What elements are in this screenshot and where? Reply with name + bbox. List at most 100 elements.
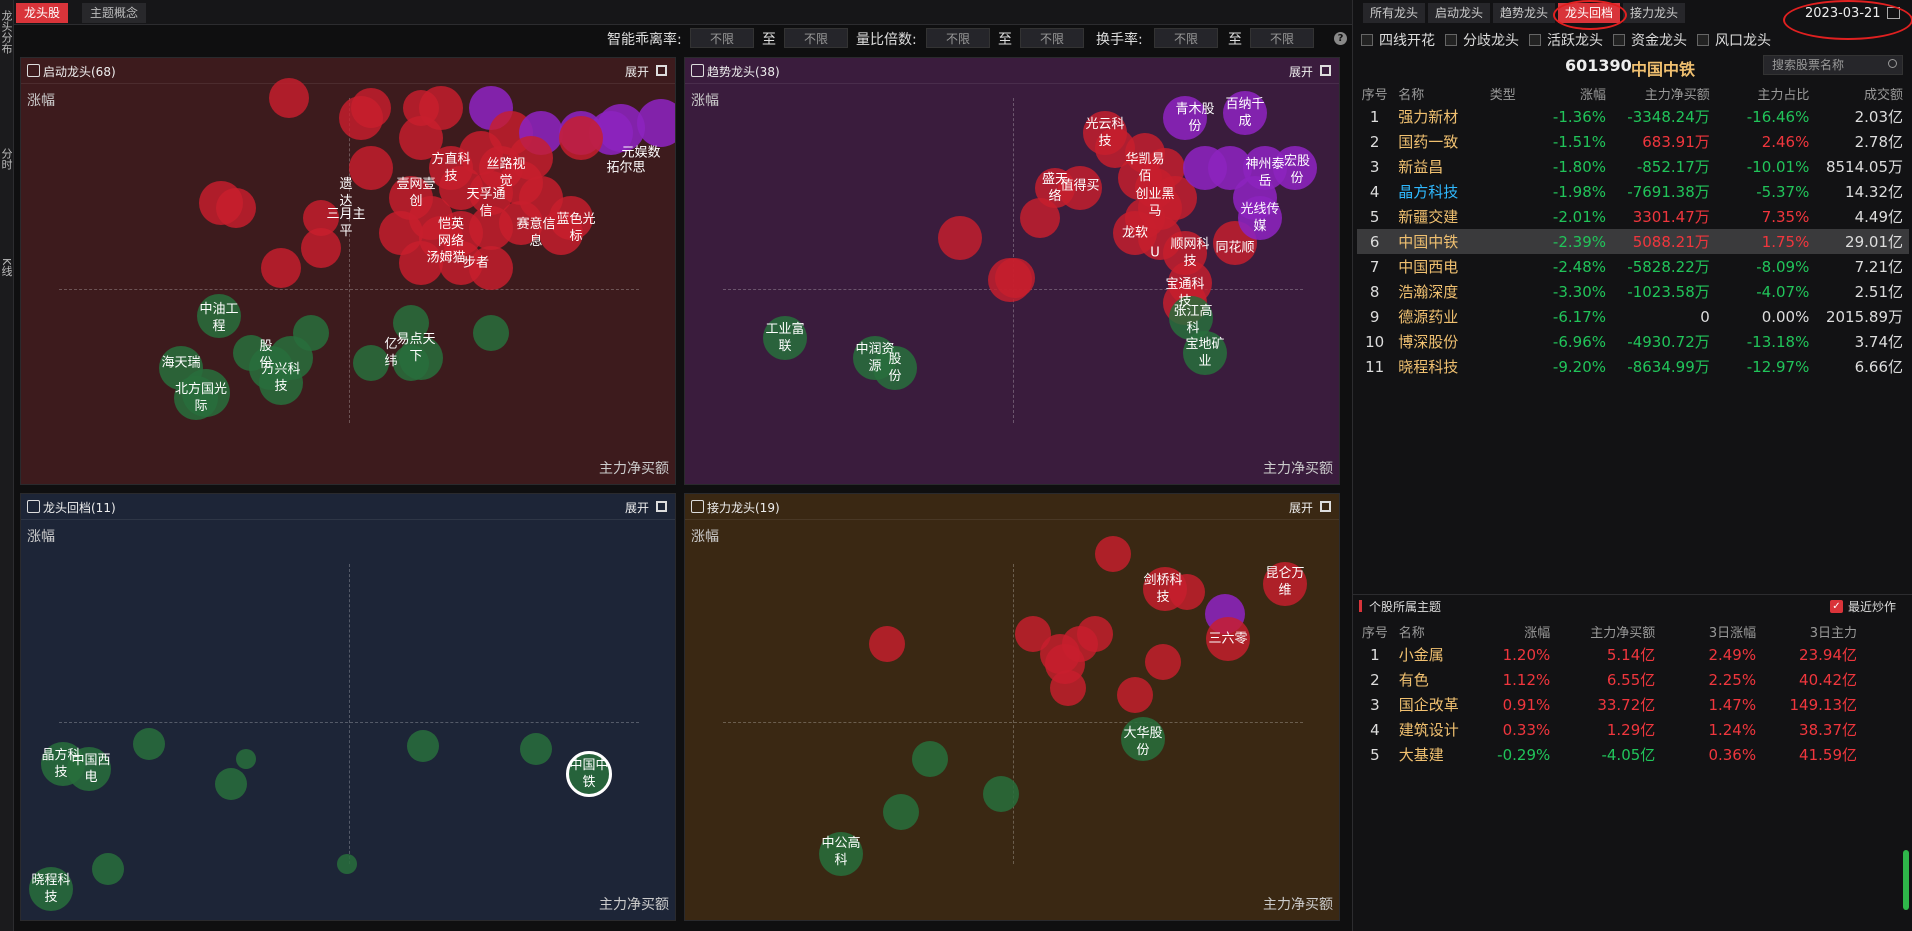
- fullscreen-icon[interactable]: [1320, 501, 1331, 512]
- stock-bubble[interactable]: [1238, 196, 1282, 240]
- stock-bubble[interactable]: [883, 794, 919, 830]
- checkbox-capital[interactable]: 资金龙头: [1613, 30, 1687, 50]
- stock-bubble[interactable]: [399, 336, 443, 380]
- check-icon[interactable]: ✓: [1830, 600, 1843, 613]
- stock-bubble[interactable]: [393, 305, 429, 341]
- stock-bubble[interactable]: [559, 116, 603, 160]
- checkbox-four-lines[interactable]: 四线开花: [1361, 30, 1435, 50]
- tab-all-dragons[interactable]: 所有龙头: [1363, 3, 1426, 23]
- stock-bubble[interactable]: [1183, 331, 1227, 375]
- stock-bubble[interactable]: [236, 749, 256, 769]
- stock-bubble[interactable]: [269, 78, 309, 118]
- stock-bubble[interactable]: [1095, 536, 1131, 572]
- stock-bubble[interactable]: [1169, 574, 1205, 610]
- tab-dragon-stocks[interactable]: 龙头股: [16, 3, 69, 23]
- stock-bubble[interactable]: [869, 626, 905, 662]
- table-row[interactable]: 5 新疆交建 -2.01% 3301.47万 7.35% 4.49亿: [1357, 204, 1909, 229]
- nav-kline[interactable]: K线: [0, 258, 13, 277]
- stock-bubble[interactable]: [29, 867, 73, 911]
- vol-ratio-from-input[interactable]: 不限: [926, 28, 990, 48]
- stock-bubble[interactable]: [1121, 717, 1165, 761]
- stock-bubble[interactable]: [351, 88, 391, 128]
- stock-bubble[interactable]: [337, 854, 357, 874]
- stock-bubble[interactable]: [983, 776, 1019, 812]
- table-row[interactable]: 11 晓程科技 -9.20% -8634.99万 -12.97% 6.66亿: [1357, 354, 1909, 379]
- stock-bubble[interactable]: [995, 258, 1035, 298]
- expand-button[interactable]: 展开: [624, 501, 649, 515]
- stock-bubble[interactable]: [469, 246, 513, 290]
- fullscreen-icon[interactable]: [1320, 65, 1331, 76]
- stock-bubble[interactable]: [1273, 146, 1317, 190]
- tab-start-dragons[interactable]: 启动龙头: [1428, 3, 1491, 23]
- stock-bubble[interactable]: [182, 369, 230, 417]
- stock-search-input[interactable]: 搜索股票名称: [1763, 55, 1903, 75]
- stock-bubble[interactable]: [1145, 644, 1181, 680]
- stock-bubble[interactable]: [197, 294, 241, 338]
- stock-bubble[interactable]: [1263, 562, 1307, 606]
- fullscreen-icon[interactable]: [656, 501, 667, 512]
- stock-bubble[interactable]: [399, 241, 443, 285]
- table-row[interactable]: 2 国药一致 -1.51% 683.91万 2.46% 2.78亿: [1357, 129, 1909, 154]
- nav-dragon-distribution[interactable]: 龙头分布: [0, 10, 13, 54]
- tab-theme-concepts[interactable]: 主题概念: [82, 3, 147, 23]
- stock-bubble[interactable]: [912, 741, 948, 777]
- turnover-to-input[interactable]: 不限: [1250, 28, 1314, 48]
- stock-bubble[interactable]: [938, 216, 982, 260]
- stock-bubble[interactable]: [1050, 670, 1086, 706]
- stock-bubble[interactable]: [637, 99, 675, 147]
- stock-bubble[interactable]: [819, 832, 863, 876]
- stock-bubble[interactable]: [133, 728, 165, 760]
- expand-button[interactable]: 展开: [624, 65, 649, 79]
- stock-bubble[interactable]: [520, 733, 552, 765]
- stock-bubble[interactable]: [873, 346, 917, 390]
- nav-intraday[interactable]: 分时: [0, 148, 13, 170]
- checkbox-divergence[interactable]: 分歧龙头: [1445, 30, 1519, 50]
- table-row[interactable]: 8 浩瀚深度 -3.30% -1023.58万 -4.07% 2.51亿: [1357, 279, 1909, 304]
- table-row[interactable]: 1 强力新材 -1.36% -3348.24万 -16.46% 2.03亿: [1357, 104, 1909, 129]
- table-row[interactable]: 10 博深股份 -6.96% -4930.72万 -13.18% 3.74亿: [1357, 329, 1909, 354]
- table-row[interactable]: 5 大基建 -0.29% -4.05亿 0.36% 41.59亿: [1357, 742, 1857, 767]
- stock-bubble[interactable]: [763, 316, 807, 360]
- stock-bubble[interactable]: [1077, 616, 1113, 652]
- expand-button[interactable]: 展开: [1288, 65, 1313, 79]
- expand-button[interactable]: 展开: [1288, 501, 1313, 515]
- stock-bubble[interactable]: [549, 196, 593, 240]
- table-row[interactable]: 2 有色 1.12% 6.55亿 2.25% 40.42亿: [1357, 667, 1857, 692]
- table-row[interactable]: 4 晶方科技 -1.98% -7691.38万 -5.37% 14.32亿: [1357, 179, 1909, 204]
- stock-bubble[interactable]: [353, 345, 389, 381]
- table-row[interactable]: 3 新益昌 -1.80% -852.17万 -10.01% 8514.05万: [1357, 154, 1909, 179]
- stock-bubble[interactable]: [1118, 156, 1162, 200]
- stock-bubble[interactable]: [261, 248, 301, 288]
- stock-bubble[interactable]: [216, 188, 256, 228]
- stock-bubble[interactable]: [1058, 166, 1102, 210]
- stock-bubble[interactable]: [1117, 677, 1153, 713]
- stock-bubble[interactable]: [349, 146, 393, 190]
- vol-ratio-to-input[interactable]: 不限: [1020, 28, 1084, 48]
- recent-hype-label[interactable]: 最近炒作: [1848, 600, 1897, 614]
- table-row[interactable]: 1 小金属 1.20% 5.14亿 2.49% 23.94亿: [1357, 642, 1857, 667]
- stock-bubble[interactable]: [92, 853, 124, 885]
- checkbox-active[interactable]: 活跃龙头: [1529, 30, 1603, 50]
- table-row[interactable]: 3 国企改革 0.91% 33.72亿 1.47% 149.13亿: [1357, 692, 1857, 717]
- table-row[interactable]: 7 中国西电 -2.48% -5828.22万 -8.09% 7.21亿: [1357, 254, 1909, 279]
- turnover-from-input[interactable]: 不限: [1154, 28, 1218, 48]
- stock-bubble[interactable]: [473, 315, 509, 351]
- fullscreen-icon[interactable]: [656, 65, 667, 76]
- smart-dev-from-input[interactable]: 不限: [690, 28, 754, 48]
- smart-dev-to-input[interactable]: 不限: [784, 28, 848, 48]
- checkbox-trend-wind[interactable]: 风口龙头: [1697, 30, 1771, 50]
- stock-bubble[interactable]: [499, 201, 543, 245]
- stock-bubble[interactable]: [1206, 617, 1250, 661]
- table-row[interactable]: 9 德源药业 -6.17% 0 0.00% 2015.89万: [1357, 304, 1909, 329]
- table-row[interactable]: 4 建筑设计 0.33% 1.29亿 1.24% 38.37亿: [1357, 717, 1857, 742]
- tab-relay-dragons[interactable]: 接力龙头: [1623, 3, 1686, 23]
- stock-bubble[interactable]: [1223, 91, 1267, 135]
- stock-bubble[interactable]: [215, 768, 247, 800]
- stock-bubble[interactable]: [67, 747, 111, 791]
- stock-bubble[interactable]: [259, 361, 303, 405]
- stock-bubble[interactable]: [407, 730, 439, 762]
- tab-trend-dragons[interactable]: 趋势龙头: [1493, 3, 1556, 23]
- help-icon[interactable]: ?: [1334, 32, 1347, 45]
- vertical-scrollbar[interactable]: [1903, 850, 1909, 910]
- search-icon[interactable]: [1888, 59, 1897, 68]
